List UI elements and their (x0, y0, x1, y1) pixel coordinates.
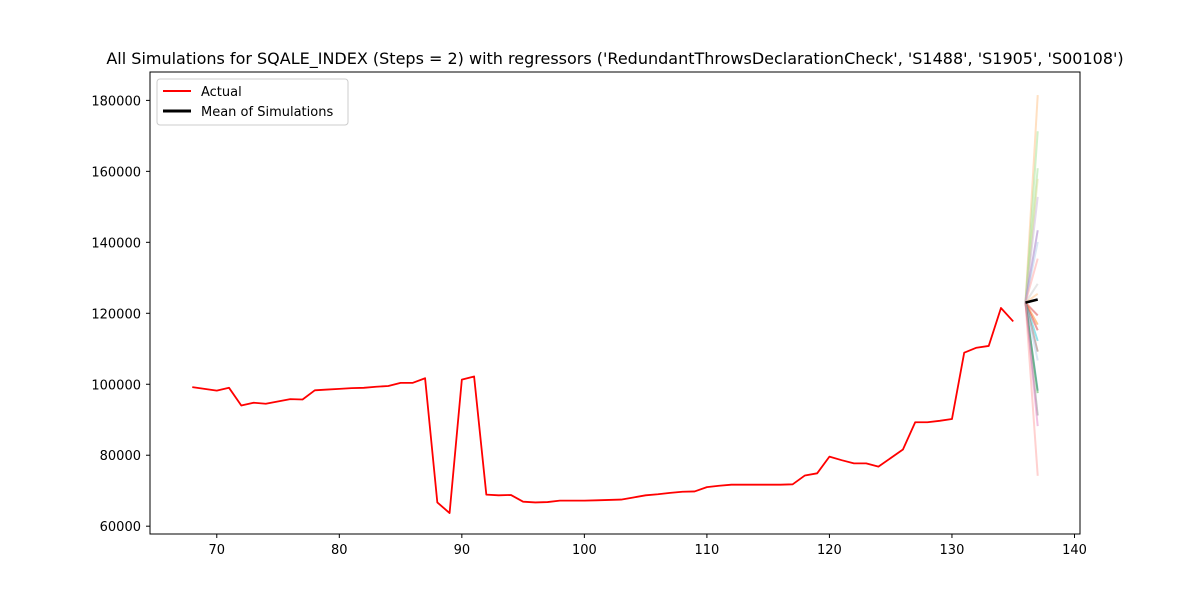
simulation-line (1024, 302, 1039, 427)
simulation-line (1024, 178, 1039, 303)
simulation-line (1024, 302, 1039, 476)
y-tick-label: 120000 (91, 307, 141, 322)
x-axis: 70 80 90 100 110 120 130 140 (209, 534, 1087, 558)
legend-label-mean: Mean of Simulations (201, 105, 333, 120)
simulation-line (1024, 302, 1039, 342)
simulation-line (1024, 302, 1039, 394)
x-tick-label: 110 (694, 543, 719, 558)
simulation-line (1024, 258, 1039, 303)
legend: Actual Mean of Simulations (156, 78, 349, 126)
series-lines (192, 298, 1039, 514)
simulation-line (1024, 302, 1039, 361)
simulation-line (1024, 302, 1039, 352)
simulation-line (1024, 302, 1039, 391)
chart-title: All Simulations for SQALE_INDEX (Steps =… (106, 49, 1123, 69)
simulation-line (1024, 283, 1039, 304)
y-tick-label: 180000 (91, 94, 141, 109)
series-line-actual (192, 307, 1014, 514)
legend-label-actual: Actual (201, 85, 242, 100)
y-tick-label: 140000 (91, 236, 141, 251)
simulation-line (1024, 302, 1039, 331)
simulation-line (1024, 241, 1039, 303)
y-tick-label: 100000 (91, 378, 141, 393)
y-tick-label: 80000 (100, 449, 141, 464)
y-tick-label: 60000 (100, 520, 141, 535)
x-tick-label: 80 (331, 543, 348, 558)
simulation-line (1024, 168, 1039, 303)
simulation-line (1024, 196, 1039, 303)
simulation-line (1024, 302, 1039, 416)
y-axis: 60000 80000 100000 120000 140000 160000 180000 (91, 94, 150, 535)
simulation-line (1024, 302, 1039, 326)
x-tick-label: 90 (454, 543, 471, 558)
simulation-line (1024, 230, 1039, 303)
x-tick-label: 100 (572, 543, 597, 558)
x-tick-label: 70 (209, 543, 226, 558)
simulation-line (1024, 95, 1039, 303)
simulation-lines (1024, 95, 1039, 476)
x-tick-label: 120 (817, 543, 842, 558)
series-line-mean (1025, 298, 1039, 304)
legend-box (156, 78, 349, 126)
x-tick-label: 130 (940, 543, 965, 558)
plot-area-frame (149, 71, 1081, 535)
x-tick-label: 140 (1062, 543, 1087, 558)
y-tick-label: 160000 (91, 165, 141, 180)
simulation-line (1024, 301, 1039, 317)
simulation-line (1024, 131, 1039, 303)
